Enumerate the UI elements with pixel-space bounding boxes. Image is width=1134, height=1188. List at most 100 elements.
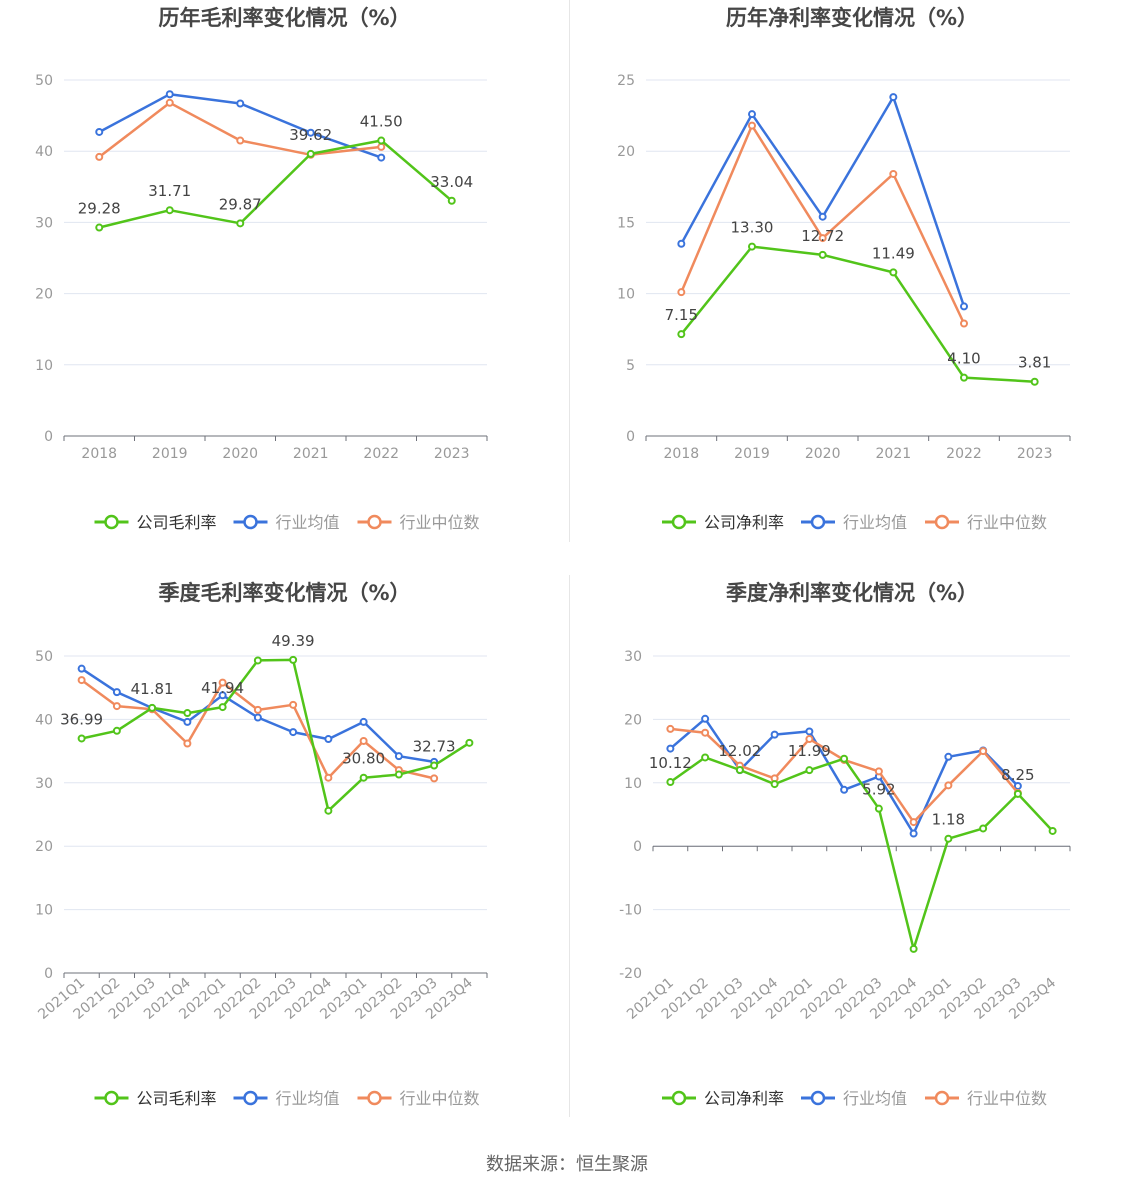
chart4-median-point <box>874 767 883 776</box>
chart2-company-data-label: 13.30 <box>731 219 774 237</box>
chart3-company-point <box>183 709 192 718</box>
chart4-company-point <box>909 944 918 953</box>
chart1-company-data-label: 33.04 <box>430 173 473 191</box>
chart1-title: 历年毛利率变化情况（%） <box>158 6 410 30</box>
chart4-company-point <box>979 824 988 833</box>
chart1-y-tick-label: 20 <box>35 287 53 303</box>
chart1-legend-swatch-marker <box>243 514 258 530</box>
chart4-company-data-label: 8.25 <box>1001 766 1034 784</box>
chart2-x-tick-label: 2023 <box>1017 446 1053 462</box>
chart3-y-tick-label: 50 <box>35 649 53 665</box>
chart3-legend-label: 公司毛利率 <box>137 1089 217 1108</box>
chart1-y-tick-label: 40 <box>35 144 53 160</box>
chart3-median-point <box>253 705 262 714</box>
chart1-x-tick-label: 2022 <box>363 446 399 462</box>
chart3-median-point <box>77 676 86 685</box>
chart2-avg-point <box>889 93 898 102</box>
chart3-avg-point <box>289 728 298 737</box>
chart2-x-tick-label: 2020 <box>805 446 841 462</box>
chart2-legend-swatch-marker <box>810 514 826 530</box>
chart3-title: 季度毛利率变化情况（%） <box>158 581 410 605</box>
chart3-company-line <box>81 658 471 812</box>
chart1-legend-item-avg[interactable]: 行业均值 <box>233 513 340 532</box>
chart3-avg-point <box>218 691 227 700</box>
chart3-company-data-label: 36.99 <box>60 710 103 728</box>
chart2-median-point <box>677 288 686 297</box>
chart4-legend-item-company[interactable]: 公司净利率 <box>662 1089 784 1108</box>
chart1-company-point <box>377 136 386 145</box>
chart4-median-point <box>909 818 918 827</box>
chart3-company-point <box>289 655 298 664</box>
chart4-median-point <box>979 747 988 756</box>
chart3-legend-item-avg[interactable]: 行业均值 <box>233 1089 340 1108</box>
chart4-company-point <box>1048 826 1057 835</box>
chart3-company-data-label: 41.94 <box>201 679 244 697</box>
chart3-company-point <box>253 656 262 665</box>
chart4-company-point <box>666 778 675 787</box>
chart3-y-tick-label: 30 <box>35 776 53 792</box>
chart4-legend-swatch-marker <box>934 1090 950 1106</box>
chart2-company-point <box>1030 377 1039 386</box>
chart3-company-point <box>359 773 368 782</box>
chart4-company-point <box>805 766 814 775</box>
chart4-y-tick-label: 30 <box>624 649 642 665</box>
chart3-company-data-label: 49.39 <box>272 632 315 650</box>
chart3-avg-point <box>183 717 192 726</box>
chart4-avg-point <box>770 730 779 739</box>
chart1-legend-item-median[interactable]: 行业中位数 <box>357 513 480 532</box>
chart2-y-tick-label: 10 <box>617 287 635 303</box>
chart1-company-data-label: 29.28 <box>78 200 121 218</box>
chart2-legend-item-avg[interactable]: 行业均值 <box>801 513 907 532</box>
chart2-y-tick-label: 25 <box>617 73 635 89</box>
chart4-avg-point <box>666 744 675 753</box>
chart1-legend-label: 公司毛利率 <box>137 513 217 532</box>
chart4-median-point <box>666 724 675 733</box>
chart1-avg-point <box>236 99 245 108</box>
chart3-y-tick-label: 0 <box>44 966 53 982</box>
chart1-avg-point <box>377 153 386 162</box>
chart3-y-tick-label: 40 <box>35 712 53 728</box>
chart1-avg-point <box>95 127 104 136</box>
chart3-median-point <box>289 700 298 709</box>
chart4-legend-item-median[interactable]: 行业中位数 <box>925 1089 1047 1108</box>
chart1-x-tick-label: 2019 <box>152 446 188 462</box>
chart3-legend-label: 行业均值 <box>276 1089 340 1108</box>
chart3-company-data-label: 41.81 <box>131 680 174 698</box>
chart3-legend-item-median[interactable]: 行业中位数 <box>357 1089 480 1108</box>
chart1-y-tick-label: 0 <box>44 429 53 445</box>
chart3-company-point <box>112 726 121 735</box>
chart2-legend-item-company[interactable]: 公司净利率 <box>662 513 784 532</box>
chart3-company-point <box>394 770 403 779</box>
chart1-y-tick-label: 10 <box>35 358 53 374</box>
chart4-legend-item-avg[interactable]: 行业均值 <box>801 1089 907 1108</box>
chart2-company-data-label: 3.81 <box>1018 354 1051 372</box>
chart4-company-data-label: 12.02 <box>718 742 761 760</box>
chart2-legend-item-median[interactable]: 行业中位数 <box>925 513 1047 532</box>
chart4-y-tick-label: -20 <box>619 966 642 982</box>
chart4-median-point <box>805 735 814 744</box>
chart4-company-point <box>874 804 883 813</box>
chart1-median-point <box>236 136 245 145</box>
chart3-company-point <box>218 703 227 712</box>
chart2-company-point <box>748 242 756 251</box>
chart2-median-point <box>889 169 898 178</box>
chart2-company-data-label: 12.72 <box>801 227 844 245</box>
chart4-legend-label: 公司净利率 <box>704 1089 784 1108</box>
chart1-x-tick-label: 2023 <box>434 446 470 462</box>
chart1-company-line <box>99 139 453 229</box>
chart2-company-point <box>677 330 686 339</box>
chart1-y-tick-label: 50 <box>35 73 53 89</box>
chart2-company-data-label: 4.10 <box>947 350 980 368</box>
chart1-company-point <box>447 196 456 205</box>
chart2-y-tick-label: 15 <box>617 215 635 231</box>
chart2-avg-point <box>677 239 686 248</box>
chart1-company-data-label: 31.71 <box>148 182 191 200</box>
chart4-y-tick-label: 20 <box>624 712 642 728</box>
chart2-y-tick-label: 5 <box>626 358 635 374</box>
chart1-legend-item-company[interactable]: 公司毛利率 <box>94 513 217 532</box>
chart2-legend-label: 行业中位数 <box>967 513 1047 532</box>
chart3-legend-item-company[interactable]: 公司毛利率 <box>94 1089 217 1108</box>
chart3-avg-point <box>253 713 262 722</box>
chart3-avg-point <box>359 717 368 726</box>
